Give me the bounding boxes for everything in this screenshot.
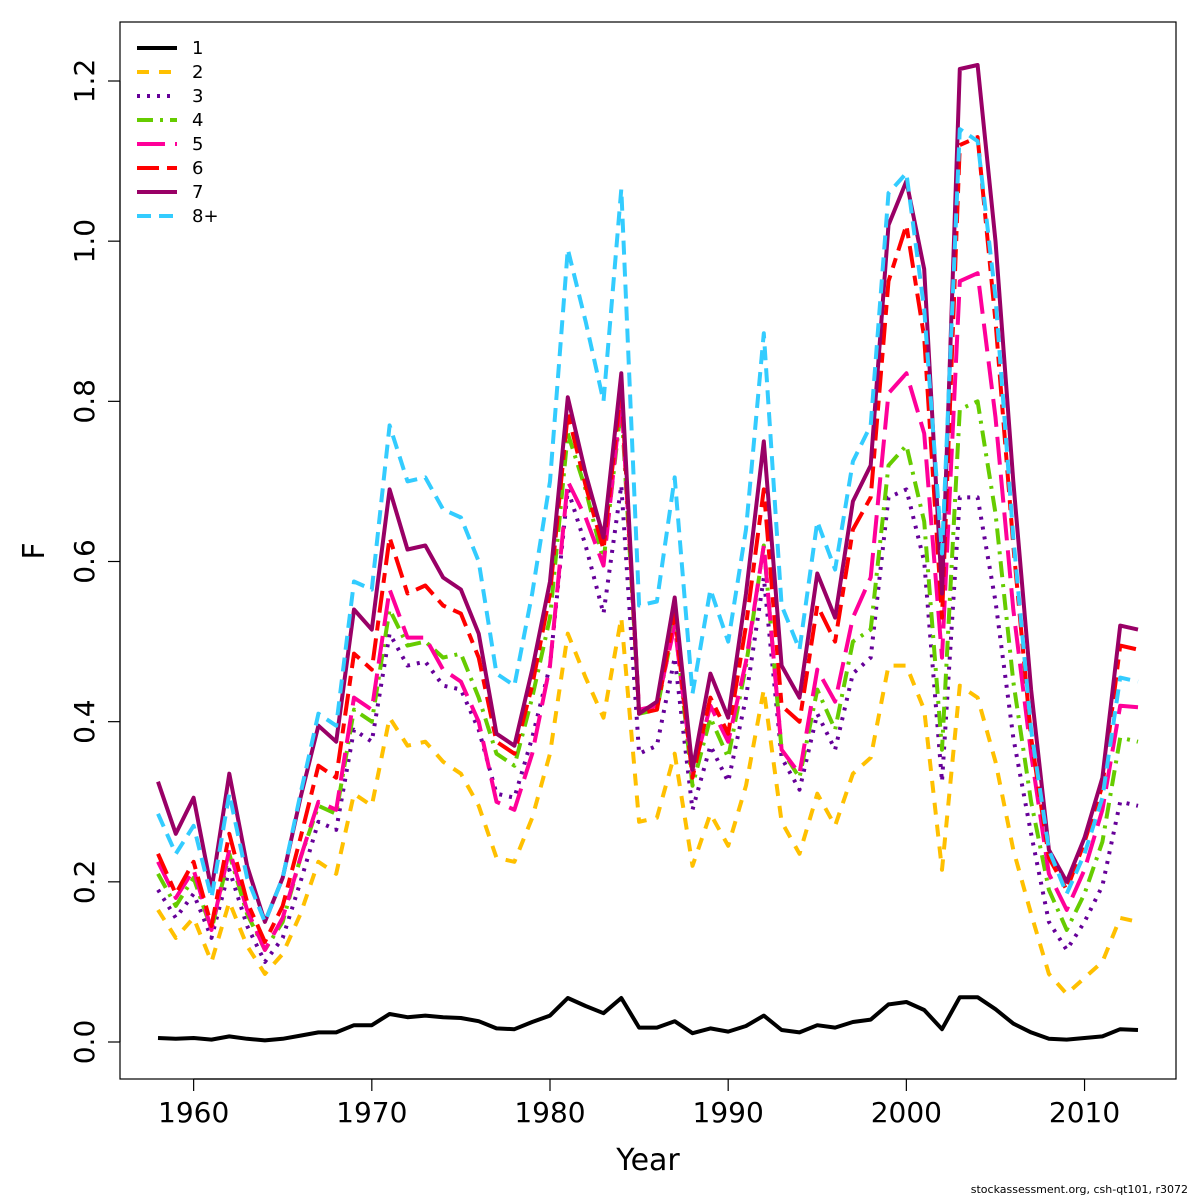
legend-label-5: 5 [192,134,203,155]
legend-label-3: 3 [192,86,203,107]
series-layer [156,63,1139,1043]
legend-label-7: 7 [192,182,203,203]
legend: 1 2 3 4 5 6 7 8+ [137,38,219,227]
series-line-7 [156,63,1139,924]
series-line-6 [156,135,1139,944]
x-tick-label: 2000 [871,1096,942,1129]
series-line-4 [156,399,1139,952]
legend-label-8: 8+ [192,206,219,227]
series-line-5 [156,271,1139,952]
y-tick-label: 1.0 [68,219,101,264]
x-tick-label: 1960 [158,1096,229,1129]
credit-text: stockassessment.org, csh-qt101, r3072 [971,1183,1188,1196]
y-tick-label: 1.2 [68,59,101,104]
y-tick-label: 0.6 [68,539,101,584]
x-tick-label: 1970 [336,1096,407,1129]
x-tick-label: 2010 [1049,1096,1120,1129]
x-tick-label: 1980 [514,1096,585,1129]
y-axis-title: F [17,542,52,559]
y-tick-label: 0.0 [68,1020,101,1065]
legend-label-6: 6 [192,158,203,179]
legend-label-4: 4 [192,110,203,131]
y-tick-label: 0.2 [68,860,101,905]
legend-label-1: 1 [192,38,203,59]
x-tick-label: 1990 [693,1096,764,1129]
series-line-2 [156,615,1139,996]
y-axis: 0.0 0.2 0.4 0.6 0.8 1.0 1.2 [68,59,121,1065]
legend-label-2: 2 [192,62,203,83]
series-line-8 [156,127,1139,924]
y-tick-label: 0.8 [68,379,101,424]
series-line-1 [157,995,1139,1043]
y-tick-label: 0.4 [68,699,101,744]
x-axis: 1960 1970 1980 1990 2000 2010 [158,1078,1120,1129]
series-line-3 [156,483,1139,964]
x-axis-title: Year [615,1143,680,1178]
